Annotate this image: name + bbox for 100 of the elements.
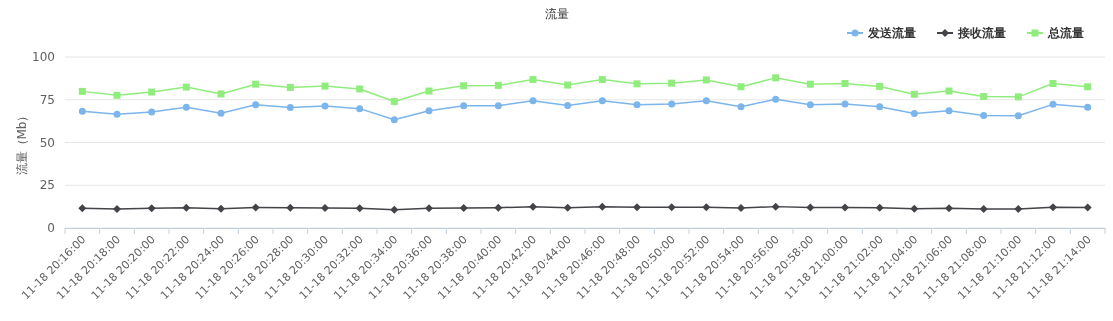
point xyxy=(1083,203,1092,212)
point xyxy=(356,85,364,93)
point xyxy=(945,204,953,213)
point xyxy=(979,205,988,214)
point xyxy=(598,202,607,211)
point xyxy=(78,87,86,95)
point xyxy=(113,205,121,214)
point xyxy=(737,103,745,111)
point xyxy=(564,81,572,89)
y-tick-label: 100 xyxy=(32,50,55,64)
point xyxy=(841,203,849,212)
point xyxy=(321,82,329,90)
point xyxy=(737,203,745,212)
point xyxy=(563,203,572,212)
point xyxy=(321,102,329,110)
point xyxy=(494,203,503,212)
point xyxy=(668,100,676,108)
point xyxy=(945,87,953,95)
point xyxy=(1014,112,1022,120)
point xyxy=(910,204,919,213)
point xyxy=(702,76,710,84)
legend-label: 接收流量 xyxy=(957,26,1006,40)
point xyxy=(78,204,87,213)
point xyxy=(1084,83,1092,91)
point xyxy=(147,204,156,213)
point xyxy=(113,110,121,118)
point xyxy=(529,76,537,84)
point xyxy=(806,203,815,212)
y-axis-title: 流量（Mb） xyxy=(15,109,29,176)
point xyxy=(598,76,606,84)
point xyxy=(564,101,572,109)
point xyxy=(1014,205,1023,214)
point xyxy=(702,97,710,105)
point xyxy=(841,80,849,88)
point xyxy=(633,101,641,109)
point xyxy=(494,81,502,89)
y-tick-label: 75 xyxy=(39,92,55,107)
point xyxy=(1014,93,1022,101)
y-tick-label: 25 xyxy=(39,178,55,193)
point xyxy=(355,204,364,213)
point xyxy=(1084,103,1092,111)
y-tick-label: 0 xyxy=(47,221,55,235)
point xyxy=(460,82,468,90)
legend-label: 发送流量 xyxy=(867,26,916,40)
point xyxy=(875,203,884,212)
point xyxy=(529,97,537,105)
point xyxy=(390,116,398,124)
point xyxy=(633,80,641,88)
point xyxy=(772,95,780,103)
point xyxy=(772,74,780,82)
point xyxy=(668,79,676,87)
legend-label: 总流量 xyxy=(1047,26,1084,40)
point xyxy=(390,97,398,105)
point xyxy=(182,83,190,91)
y-tick-label: 50 xyxy=(39,135,55,150)
point xyxy=(702,203,711,212)
point xyxy=(390,205,399,214)
point xyxy=(980,111,988,119)
point xyxy=(425,107,433,115)
point xyxy=(1049,100,1057,108)
point xyxy=(771,202,780,211)
chart-title: 流量 xyxy=(544,7,569,21)
point xyxy=(910,90,918,98)
point xyxy=(1049,80,1057,88)
point xyxy=(459,203,468,212)
point xyxy=(425,204,433,213)
point xyxy=(667,203,676,212)
point xyxy=(1049,203,1057,212)
point xyxy=(598,97,606,105)
point xyxy=(252,101,260,109)
point xyxy=(945,107,953,115)
point xyxy=(78,107,86,115)
point xyxy=(113,91,121,99)
point xyxy=(460,102,468,110)
point xyxy=(217,204,225,213)
point xyxy=(806,80,814,88)
point xyxy=(286,83,294,91)
point xyxy=(980,93,988,100)
point xyxy=(633,203,641,212)
point xyxy=(286,203,295,212)
point xyxy=(286,104,294,112)
point xyxy=(529,202,537,211)
point xyxy=(321,203,329,212)
point xyxy=(425,87,433,95)
point xyxy=(252,80,260,88)
point xyxy=(841,100,849,108)
point xyxy=(910,110,918,118)
point xyxy=(217,90,225,98)
point xyxy=(148,88,156,96)
point xyxy=(876,82,884,90)
point xyxy=(251,203,260,212)
point xyxy=(737,83,745,91)
point xyxy=(148,108,156,116)
point xyxy=(217,109,225,117)
point xyxy=(182,103,190,111)
point xyxy=(494,102,502,110)
point xyxy=(356,105,364,113)
point xyxy=(806,101,814,109)
point xyxy=(182,203,191,212)
point xyxy=(876,103,884,111)
